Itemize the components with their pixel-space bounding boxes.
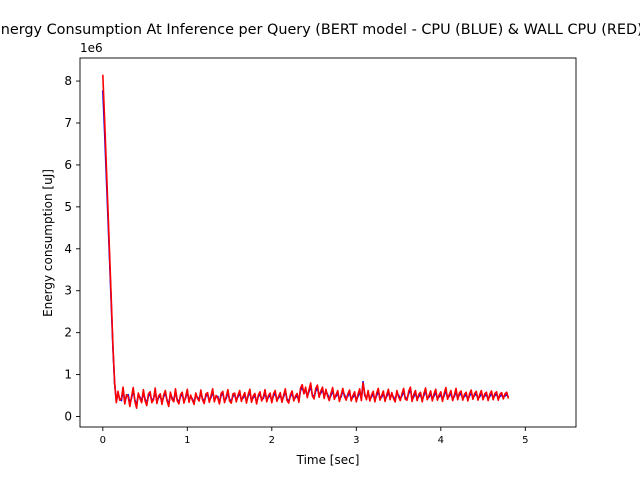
plot-area: 0 1 2 3 4 5 0 1 2 3 4 5 6 7 8 bbox=[64, 57, 577, 446]
y-tick-label: 3 bbox=[64, 284, 72, 298]
y-tick-label: 2 bbox=[64, 326, 72, 340]
y-tick-label: 0 bbox=[64, 410, 72, 424]
x-tick-label: 1 bbox=[184, 435, 190, 446]
y-tick-label: 4 bbox=[64, 242, 72, 256]
x-tick-label: 5 bbox=[522, 435, 528, 446]
y-axis-offset-label: 1e6 bbox=[80, 41, 103, 55]
y-tick-label: 6 bbox=[64, 158, 72, 172]
x-tick-label: 4 bbox=[438, 435, 444, 446]
chart-title: Energy Consumption At Inference per Quer… bbox=[0, 22, 640, 38]
series-line-2 bbox=[102, 74, 510, 409]
y-axis-label: Energy consumption [uJ] bbox=[41, 169, 55, 317]
y-tick-label: 5 bbox=[64, 200, 72, 214]
y-tick-label: 7 bbox=[64, 116, 72, 130]
y-tick-label: 1 bbox=[64, 368, 72, 382]
x-tick-label: 0 bbox=[100, 435, 106, 446]
y-tick-label: 8 bbox=[64, 74, 72, 88]
x-tick-label: 3 bbox=[353, 435, 359, 446]
x-axis-label: Time [sec] bbox=[296, 453, 360, 467]
axes-frame bbox=[79, 57, 577, 428]
x-tick-label: 2 bbox=[269, 435, 275, 446]
